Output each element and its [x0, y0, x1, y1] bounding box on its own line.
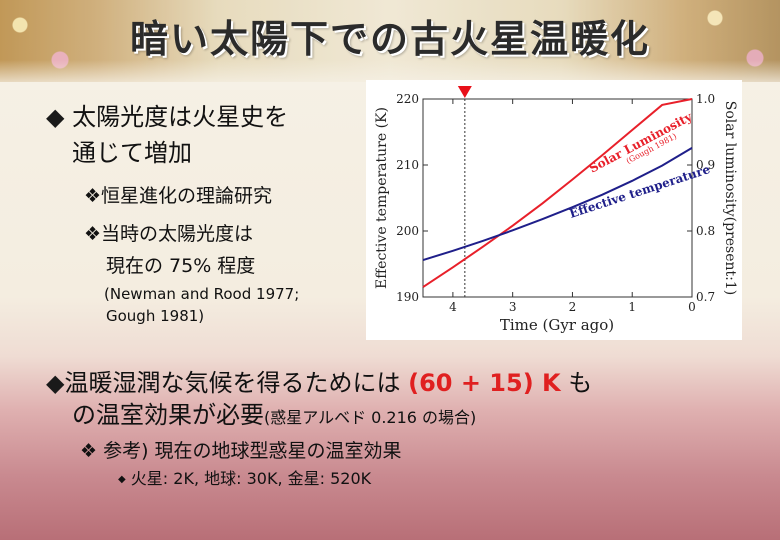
y-tick-label-left: 220	[396, 92, 419, 106]
series-label-effective-temperature: Effective temperature	[568, 162, 713, 221]
bullet2-prefix: 温暖湿潤な気候を得るためには	[64, 369, 409, 397]
x-tick-label: 3	[509, 300, 517, 314]
series-line-solar-luminosity	[422, 98, 693, 288]
sub-bullet3: ❖ 参考) 現在の地球型惑星の温室効果	[80, 437, 402, 465]
sub-bullet1: ❖恒星進化の理論研究	[84, 182, 272, 210]
diamond-bullet-icon: ◆	[46, 103, 65, 131]
bullet2-line2: の温室効果が必要	[72, 401, 264, 429]
y-tick-label-left: 200	[396, 224, 419, 238]
bullet1-line1: 太陽光度は火星史を	[72, 103, 289, 131]
x-tick-label: 0	[688, 300, 696, 314]
y-axis-label-left: Effective temperature (K)	[374, 107, 390, 289]
sub2-line2: 現在の 75% 程度	[106, 255, 256, 277]
x-tick-label: 2	[569, 300, 577, 314]
y-tick-label-right: 0.7	[696, 290, 715, 304]
sub3-text: 参考) 現在の地球型惑星の温室効果	[103, 440, 402, 462]
x-tick-label: 4	[449, 300, 457, 314]
sub1-text: 恒星進化の理論研究	[101, 185, 273, 207]
bullet2-line2-row: の温室効果が必要(惑星アルベド 0.216 の場合)	[72, 398, 476, 435]
reference-line2: Gough 1981)	[106, 307, 205, 325]
y-tick-label-left: 210	[396, 158, 419, 172]
greenhouse-value: (60 + 15) K	[408, 369, 561, 397]
series-line-effective-temperature	[422, 146, 693, 261]
y-tick-label-right: 0.8	[696, 224, 715, 238]
x-tick-label: 1	[628, 300, 636, 314]
slide-title: 暗い太陽下での古火星温暖化	[129, 17, 650, 61]
albedo-note: (惑星アルベド 0.216 の場合)	[264, 408, 477, 427]
sub-bullet-icon: ❖	[84, 185, 102, 207]
sub-bullet-icon: ❖	[84, 223, 102, 245]
bullet2: ◆温暖湿潤な気候を得るためには (60 + 15) K も	[46, 366, 592, 400]
y-tick-label-left: 190	[396, 290, 419, 304]
sub-bullet4: ◆ 火星: 2K, 地球: 30K, 金星: 520K	[118, 468, 371, 491]
sub4-text: 火星: 2K, 地球: 30K, 金星: 520K	[130, 469, 372, 488]
x-axis-label: Time (Gyr ago)	[500, 316, 614, 334]
reference-line1: (Newman and Rood 1977;	[104, 285, 300, 303]
plot-frame	[422, 98, 693, 298]
y-tick-label-right: 1.0	[696, 92, 715, 106]
bullet2-suffix: も	[560, 369, 593, 397]
chart-panel: 4 3 2 1 0 190 200 210 220 0.7 0.8 0.9 1.0 Time (Gyr …	[366, 80, 742, 340]
y-axis-label-right: Solar luminosity(present:1)	[722, 101, 738, 295]
y-tick-label-right: 0.9	[696, 158, 715, 172]
sub-bullet2: ❖当時の太陽光度は	[84, 220, 253, 248]
series-label-solar-luminosity: Solar Luminosity	[587, 109, 696, 176]
diamond-bullet-icon: ◆	[46, 369, 65, 397]
small-diamond-icon: ◆	[118, 474, 126, 485]
marker-triangle-icon	[457, 86, 472, 98]
sub2-line1: 当時の太陽光度は	[101, 223, 254, 245]
bullet1: ◆ 太陽光度は火星史を	[46, 100, 288, 134]
sub-bullet-icon: ❖	[80, 440, 98, 462]
bullet1-line2: 通じて増加	[72, 139, 192, 167]
